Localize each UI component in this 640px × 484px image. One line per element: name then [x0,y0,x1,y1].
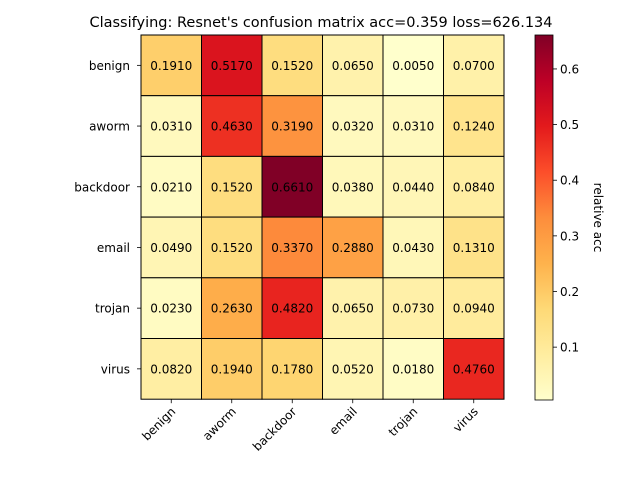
cell-value-label: 0.0430 [392,241,434,255]
heatmap-cell-trojan-backdoor [261,277,323,339]
heatmap-cell-aworm-aworm [201,95,263,157]
cell-value-label: 0.4630 [211,120,253,134]
x-tick-label: email [327,404,360,437]
cell-value-label: 0.1520 [271,59,313,73]
colorbar: 0.1 0.2 0.3 0.4 0.5 0.6 relative acc [534,34,605,401]
x-tick-label: virus [450,404,481,435]
heatmap-cell-aworm-email [322,95,384,157]
cell-value-label: 0.6610 [271,180,313,194]
y-tick-label: virus [101,362,130,376]
heatmap-cell-trojan-trojan [382,277,444,339]
cell-value-label: 0.4760 [453,362,495,376]
y-tick-label: aworm [89,120,130,134]
cell-value-label: 0.1780 [271,362,313,376]
cell-value-label: 0.0730 [392,302,434,316]
heatmap-cell-aworm-virus [443,95,505,157]
cell-value-label: 0.0840 [453,180,495,194]
cell-value-label: 0.0650 [332,59,374,73]
heatmap-cell-benign-virus [443,34,505,97]
colorbar-ticks: 0.1 0.2 0.3 0.4 0.5 0.6 [553,62,579,355]
cell-value-label: 0.0380 [332,180,374,194]
heatmap-cell-trojan-benign [140,277,202,339]
y-tick-label: benign [89,59,130,73]
cell-value-label: 0.1520 [211,180,253,194]
y-tick-label: backdoor [74,180,130,194]
heatmap-cell-email-email [322,216,384,279]
x-axis: benign aworm backdoor email trojan virus [139,399,481,454]
cell-value-label: 0.1910 [150,59,192,73]
heatmap-cell-email-aworm [201,216,263,279]
heatmap-cell-benign-benign [140,34,202,97]
x-tick-label: benign [139,404,178,443]
cell-value-label: 0.0210 [150,180,192,194]
heatmap-cell-email-backdoor [261,216,323,279]
heatmap-cell-virus-virus [443,338,505,400]
heatmap-cell-benign-backdoor [261,34,323,97]
cell-value-label: 0.0820 [150,362,192,376]
heatmap-cell-trojan-email [322,277,384,339]
cell-value-label: 0.0050 [392,59,434,73]
heatmap-cell-labels: 0.1910 0.5170 0.1520 0.0650 0.0050 0.0700 0.03… [150,59,495,377]
cell-value-label: 0.1310 [453,241,495,255]
cell-value-label: 0.0320 [332,120,374,134]
cell-value-label: 0.0180 [392,362,434,376]
heatmap-cell-backdoor-email [322,155,384,218]
cell-value-label: 0.3370 [271,241,313,255]
cell-value-label: 0.1240 [453,120,495,134]
cell-value-label: 0.0440 [392,180,434,194]
cell-value-label: 0.1520 [211,241,253,255]
cell-value-label: 0.4820 [271,302,313,316]
cell-value-label: 0.0230 [150,302,192,316]
colorbar-tick-label: 0.1 [560,341,579,355]
cell-value-label: 0.3190 [271,120,313,134]
heatmap-cell-trojan-virus [443,277,505,339]
heatmap-cell-email-trojan [382,216,444,279]
colorbar-label: relative acc [591,183,605,253]
y-tick-label: email [97,241,130,255]
cell-value-label: 0.0650 [332,302,374,316]
cell-value-label: 0.0940 [453,302,495,316]
cell-value-label: 0.0520 [332,362,374,376]
x-tick-label: backdoor [250,404,299,453]
heatmap-cell-backdoor-trojan [382,155,444,218]
heatmap-cell-virus-benign [140,338,202,400]
heatmap-cell-email-benign [140,216,202,279]
heatmap-cell-backdoor-virus [443,155,505,218]
cell-value-label: 0.0310 [392,120,434,134]
heatmap-cell-email-virus [443,216,505,279]
colorbar-gradient [534,34,554,401]
cell-value-label: 0.1940 [211,362,253,376]
heatmap-cell-benign-aworm [201,34,263,97]
colorbar-tick-label: 0.5 [560,118,579,132]
cell-value-label: 0.0310 [150,120,192,134]
x-tick-label: aworm [200,404,239,443]
colorbar-tick-label: 0.6 [560,62,579,76]
colorbar-tick-label: 0.2 [560,285,579,299]
colorbar-tick-label: 0.3 [560,229,579,243]
heatmap-cell-backdoor-aworm [201,155,263,218]
heatmap-cells [140,34,505,400]
chart-title: Classifying: Resnet's confusion matrix a… [89,15,552,31]
colorbar-tick-label: 0.4 [560,174,579,188]
cell-value-label: 0.0490 [150,241,192,255]
x-tick-label: trojan [386,404,421,439]
y-tick-label: trojan [95,302,130,316]
cell-value-label: 0.5170 [211,59,253,73]
cell-value-label: 0.2630 [211,302,253,316]
cell-value-label: 0.0700 [453,59,495,73]
cell-value-label: 0.2880 [332,241,374,255]
y-axis: benign aworm backdoor email trojan virus [74,59,141,376]
